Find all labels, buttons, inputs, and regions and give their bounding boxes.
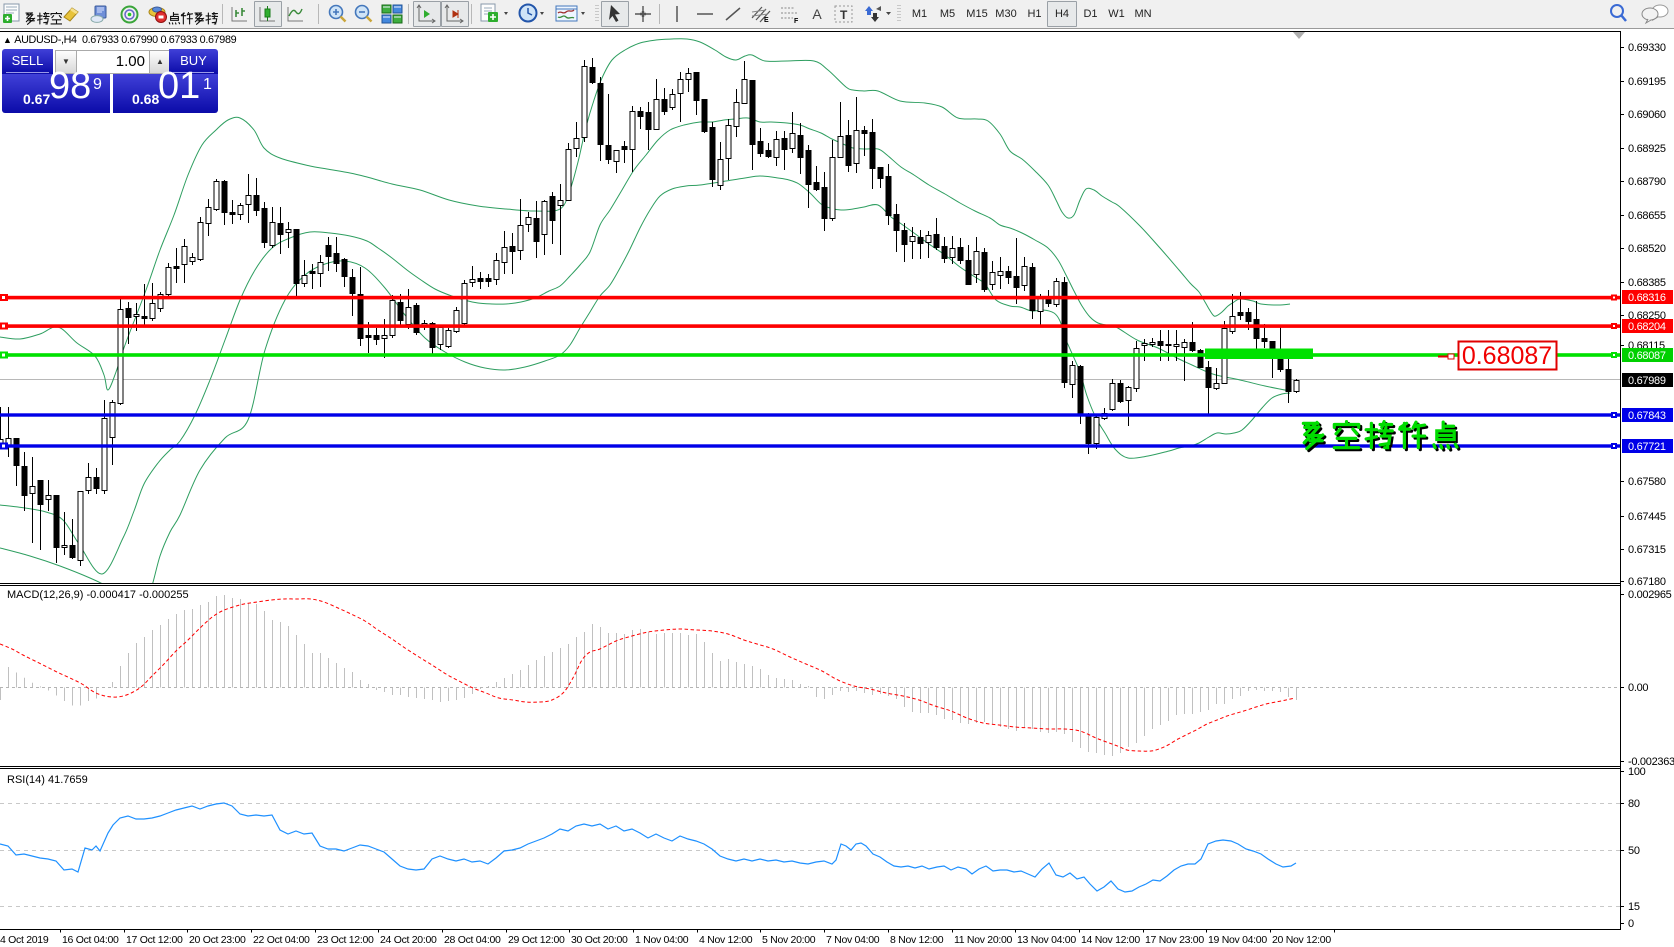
svg-text:0.67315: 0.67315 [1628, 544, 1666, 556]
svg-text:0.68087: 0.68087 [1628, 350, 1666, 362]
svg-text:RSI(14) 41.7659: RSI(14) 41.7659 [7, 774, 88, 786]
svg-text:0.67180: 0.67180 [1628, 576, 1666, 588]
svg-text:80: 80 [1628, 798, 1640, 810]
svg-text:17 Nov 23:00: 17 Nov 23:00 [1145, 934, 1204, 946]
svg-text:0.68925: 0.68925 [1628, 143, 1666, 155]
svg-text:0.68316: 0.68316 [1628, 292, 1666, 304]
svg-text:0.67580: 0.67580 [1628, 476, 1666, 488]
svg-text:24 Oct 20:00: 24 Oct 20:00 [380, 934, 437, 946]
svg-text:0.002965: 0.002965 [1628, 589, 1672, 601]
svg-text:28 Oct 04:00: 28 Oct 04:00 [444, 934, 501, 946]
svg-text:0.68087: 0.68087 [1462, 342, 1552, 370]
svg-text:0.68250: 0.68250 [1628, 310, 1666, 322]
svg-text:1 Nov 04:00: 1 Nov 04:00 [635, 934, 689, 946]
svg-text:F: F [794, 18, 799, 24]
svg-text:20 Oct 23:00: 20 Oct 23:00 [189, 934, 246, 946]
svg-text:4 Nov 12:00: 4 Nov 12:00 [699, 934, 753, 946]
svg-text:0.00: 0.00 [1628, 682, 1648, 694]
svg-text:23 Oct 12:00: 23 Oct 12:00 [317, 934, 374, 946]
svg-text:30 Oct 20:00: 30 Oct 20:00 [571, 934, 628, 946]
svg-text:14 Nov 12:00: 14 Nov 12:00 [1081, 934, 1140, 946]
svg-text:0.67989: 0.67989 [1628, 375, 1666, 387]
svg-text:T: T [840, 8, 848, 22]
svg-text:50: 50 [1628, 845, 1640, 857]
svg-text:11 Nov 20:00: 11 Nov 20:00 [954, 934, 1013, 946]
svg-text:0.68520: 0.68520 [1628, 243, 1666, 255]
svg-text:5 Nov 20:00: 5 Nov 20:00 [762, 934, 816, 946]
svg-text:0.68204: 0.68204 [1628, 321, 1666, 333]
svg-text:0.69330: 0.69330 [1628, 42, 1666, 54]
svg-text:0.69060: 0.69060 [1628, 109, 1666, 121]
svg-text:100: 100 [1628, 766, 1646, 778]
svg-text:E: E [764, 17, 769, 24]
svg-text:0.68385: 0.68385 [1628, 277, 1666, 289]
svg-text:13 Nov 04:00: 13 Nov 04:00 [1017, 934, 1076, 946]
svg-text:19 Nov 04:00: 19 Nov 04:00 [1208, 934, 1267, 946]
svg-text:17 Oct 12:00: 17 Oct 12:00 [126, 934, 183, 946]
svg-text:0.69195: 0.69195 [1628, 76, 1666, 88]
svg-text:MACD(12,26,9) -0.000417 -0.000: MACD(12,26,9) -0.000417 -0.000255 [7, 589, 189, 601]
svg-text:16 Oct 04:00: 16 Oct 04:00 [62, 934, 119, 946]
svg-text:0.68790: 0.68790 [1628, 176, 1666, 188]
svg-text:7 Nov 04:00: 7 Nov 04:00 [826, 934, 880, 946]
svg-text:4 Oct 2019: 4 Oct 2019 [0, 934, 49, 946]
svg-text:-0.002363: -0.002363 [1628, 756, 1674, 768]
svg-text:8 Nov 12:00: 8 Nov 12:00 [890, 934, 944, 946]
svg-text:0.68115: 0.68115 [1628, 340, 1665, 352]
svg-text:22 Oct 04:00: 22 Oct 04:00 [253, 934, 310, 946]
svg-text:0.68655: 0.68655 [1628, 210, 1666, 222]
svg-text:0.67445: 0.67445 [1628, 511, 1666, 523]
svg-text:0.67843: 0.67843 [1628, 410, 1666, 422]
svg-text:15: 15 [1628, 901, 1640, 913]
svg-text:20 Nov 12:00: 20 Nov 12:00 [1272, 934, 1331, 946]
svg-text:0.67721: 0.67721 [1628, 441, 1666, 453]
svg-text:0: 0 [1628, 918, 1634, 930]
svg-text:29 Oct 12:00: 29 Oct 12:00 [508, 934, 565, 946]
